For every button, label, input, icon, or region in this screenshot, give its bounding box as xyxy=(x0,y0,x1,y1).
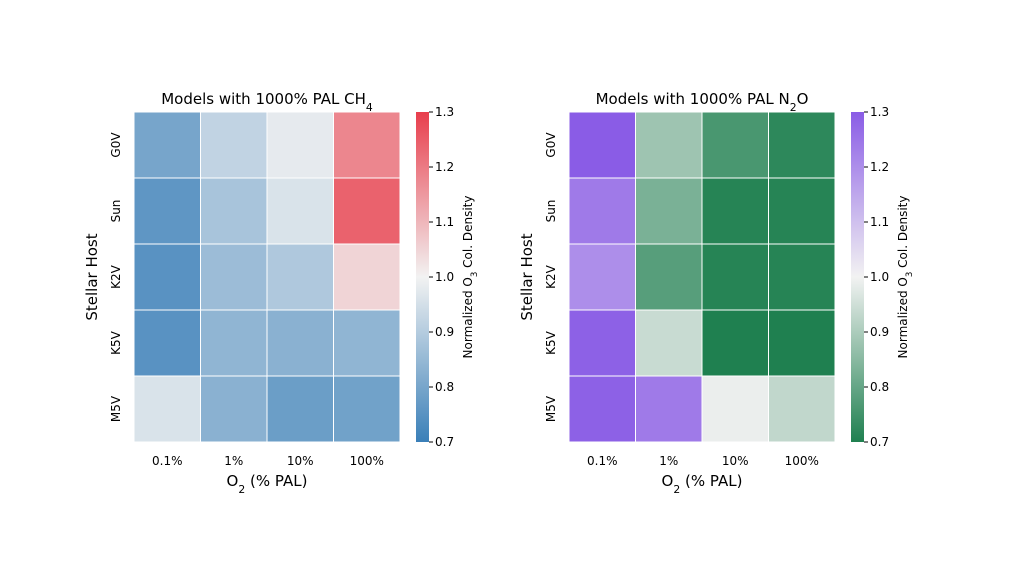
heatmap-1: 0.1% 1% 10% 100% G0V Sun K2V K5V M5V Models with … xyxy=(83,90,480,496)
colorbar-tick-label: 1.3 xyxy=(435,105,454,119)
heatmap-cell xyxy=(701,375,769,443)
x-axis-label: O2 (% PAL) xyxy=(662,472,743,496)
heatmap-cell xyxy=(200,309,268,377)
heatmap-cell xyxy=(266,177,334,245)
colorbar-tick-label: 0.9 xyxy=(870,325,889,339)
y-axis-label: Stellar Host xyxy=(83,233,101,320)
heatmap-cell xyxy=(266,309,334,377)
colorbar-gradient xyxy=(416,112,429,442)
x-tick-label: 1% xyxy=(659,454,678,468)
heatmap-cell xyxy=(133,375,201,443)
heatmap-cell xyxy=(768,177,836,245)
heatmap-cell xyxy=(200,177,268,245)
x-tick-label: 0.1% xyxy=(587,454,618,468)
heatmap-cell xyxy=(635,309,703,377)
heatmap-cell xyxy=(768,111,836,179)
heatmap-cell xyxy=(568,177,636,245)
heatmap-cell xyxy=(701,243,769,311)
y-tick-label: K5V xyxy=(544,330,558,355)
heatmap-cell xyxy=(133,243,201,311)
colorbar-gradient xyxy=(851,112,864,442)
heatmap-cell xyxy=(266,243,334,311)
colorbar-label: Normalized O3 Col. Density xyxy=(896,196,915,359)
colorbar-tick-label: 0.8 xyxy=(435,380,454,394)
heatmap-cell xyxy=(768,375,836,443)
y-axis-label: Stellar Host xyxy=(518,233,536,320)
heatmap-cell xyxy=(333,375,401,443)
heatmap-cell xyxy=(635,375,703,443)
x-axis-label: O2 (% PAL) xyxy=(227,472,308,496)
y-tick-label: M5V xyxy=(544,395,558,422)
colorbar-tick-label: 0.7 xyxy=(870,435,889,449)
colorbar: 0.7 0.8 0.9 1.0 1.1 1.2 1.3 Normalized O3 Col. … xyxy=(416,105,480,449)
heatmap-cell xyxy=(200,375,268,443)
heatmap-cell xyxy=(333,177,401,245)
chart-title: Models with 1000% PAL N2O xyxy=(596,90,809,114)
colorbar-tick-label: 1.2 xyxy=(870,160,889,174)
colorbar-tick-label: 1.0 xyxy=(870,270,889,284)
heatmap-cell xyxy=(266,111,334,179)
y-tick-label: Sun xyxy=(544,200,558,223)
y-tick-label: K2V xyxy=(109,264,123,289)
x-tick-label: 0.1% xyxy=(152,454,183,468)
y-tick-label: K2V xyxy=(544,264,558,289)
x-tick-label: 100% xyxy=(785,454,819,468)
colorbar-tick-label: 1.1 xyxy=(435,215,454,229)
colorbar-tick-label: 0.7 xyxy=(435,435,454,449)
heatmap-cell xyxy=(333,111,401,179)
colorbar-tick-label: 1.0 xyxy=(435,270,454,284)
heatmap-cell xyxy=(568,375,636,443)
heatmap-cell xyxy=(568,243,636,311)
colorbar-tick-label: 0.9 xyxy=(435,325,454,339)
y-tick-label: M5V xyxy=(109,395,123,422)
heatmap-cell xyxy=(635,177,703,245)
x-tick-label: 100% xyxy=(350,454,384,468)
y-tick-label: K5V xyxy=(109,330,123,355)
y-tick-label: G0V xyxy=(544,132,558,158)
x-tick-label: 1% xyxy=(224,454,243,468)
heatmap-2: 0.1% 1% 10% 100% G0V Sun K2V K5V M5V Models with … xyxy=(518,90,915,496)
colorbar-tick-label: 0.8 xyxy=(870,380,889,394)
colorbar-tick-label: 1.2 xyxy=(435,160,454,174)
heatmap-cell xyxy=(200,243,268,311)
heatmap-cell xyxy=(133,309,201,377)
heatmap-cell xyxy=(635,111,703,179)
heatmap-cell xyxy=(333,243,401,311)
heatmap-cell xyxy=(266,375,334,443)
heatmap-cell xyxy=(333,309,401,377)
colorbar-tick-label: 1.1 xyxy=(870,215,889,229)
heatmap-cell xyxy=(768,309,836,377)
y-tick-label: Sun xyxy=(109,200,123,223)
heatmap-cell xyxy=(568,111,636,179)
heatmap-cell xyxy=(133,111,201,179)
heatmap-cell xyxy=(568,309,636,377)
colorbar-label: Normalized O3 Col. Density xyxy=(461,196,480,359)
heatmap-cell xyxy=(701,309,769,377)
chart-title: Models with 1000% PAL CH4 xyxy=(161,90,373,114)
y-tick-label: G0V xyxy=(109,132,123,158)
x-tick-label: 10% xyxy=(722,454,749,468)
heatmap-cell xyxy=(635,243,703,311)
heatmap-cell xyxy=(701,177,769,245)
x-tick-label: 10% xyxy=(287,454,314,468)
colorbar-tick-label: 1.3 xyxy=(870,105,889,119)
heatmap-cell xyxy=(768,243,836,311)
heatmap-cell xyxy=(701,111,769,179)
heatmap-cell xyxy=(200,111,268,179)
colorbar: 0.7 0.8 0.9 1.0 1.1 1.2 1.3 Normalized O3 Col. … xyxy=(851,105,915,449)
heatmap-cell xyxy=(133,177,201,245)
